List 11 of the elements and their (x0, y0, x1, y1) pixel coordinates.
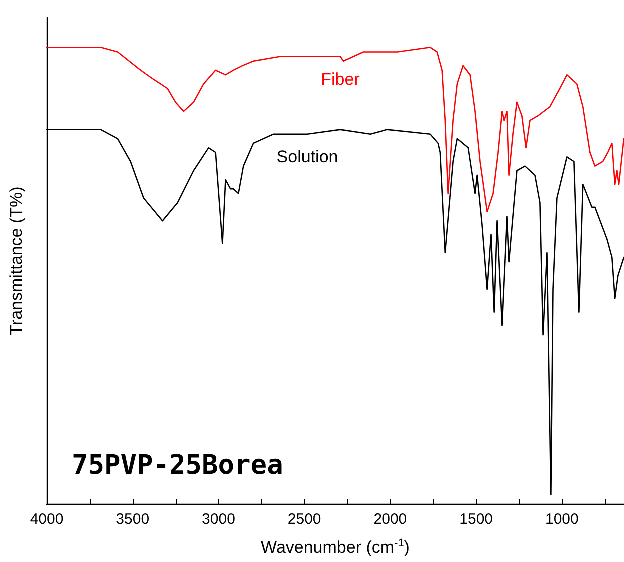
annotation: 75PVP-25Borea (72, 450, 284, 481)
x-tick-label: 1500 (460, 511, 494, 528)
x-tick-label: 2000 (374, 511, 408, 528)
series-label: Fiber (321, 70, 360, 89)
x-tick-label: 4000 (30, 511, 64, 528)
x-tick-label: 1000 (545, 511, 579, 528)
x-tick-label: 3500 (116, 511, 150, 528)
y-axis-title: Transmittance (T%) (7, 186, 26, 336)
x-tick-label: 2500 (288, 511, 322, 528)
series-label: Solution (276, 147, 338, 166)
x-tick-label: 3000 (202, 511, 236, 528)
